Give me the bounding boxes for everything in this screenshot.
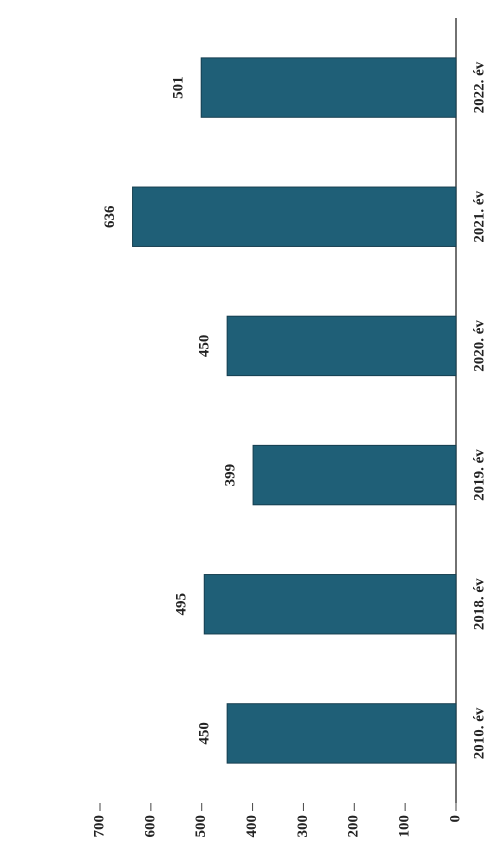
- x-tick-label: 2010. év: [471, 707, 487, 759]
- value-label: 450: [197, 335, 213, 358]
- y-tick-label: 500: [193, 815, 209, 838]
- value-label: 495: [174, 593, 190, 616]
- value-label: 399: [223, 464, 239, 487]
- x-tick-label: 2018. év: [471, 578, 487, 630]
- bar: [226, 703, 457, 764]
- x-tick-label: 2021. év: [471, 190, 487, 242]
- bar: [252, 444, 457, 506]
- y-tick-label: 100: [397, 815, 413, 838]
- y-tick-label: 0: [447, 815, 463, 823]
- y-tick-label: 600: [142, 815, 158, 838]
- value-label: 450: [197, 722, 213, 745]
- bar: [203, 574, 457, 635]
- value-label: 501: [171, 76, 187, 99]
- bar: [200, 57, 457, 118]
- y-tick-label: 400: [244, 815, 260, 838]
- x-tick-label: 2019. év: [471, 449, 487, 501]
- rotated-plot: 0 100 200 300 400 500 600 700 2010. év 450 2018. é…: [91, 18, 487, 838]
- x-tick-label: 2022. év: [471, 61, 487, 113]
- y-tick-label: 200: [346, 815, 362, 838]
- bar: [226, 315, 457, 377]
- y-tick-label: 700: [91, 815, 107, 838]
- bar: [132, 186, 457, 247]
- value-label: 636: [102, 205, 118, 228]
- y-tick-label: 300: [295, 815, 311, 838]
- x-tick-label: 2020. év: [471, 320, 487, 372]
